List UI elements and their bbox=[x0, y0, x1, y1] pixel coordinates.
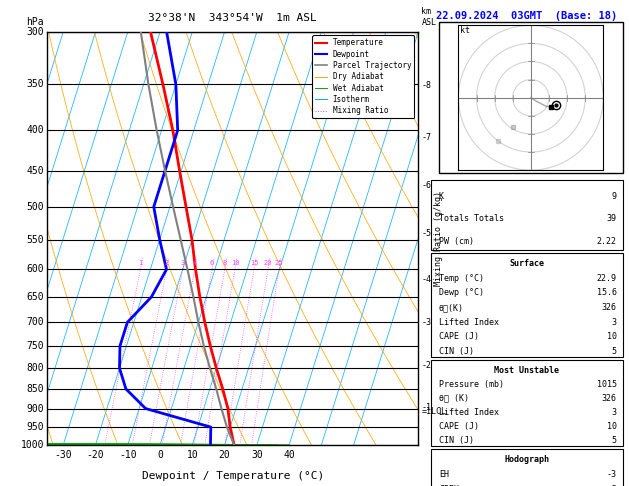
Text: Pressure (mb): Pressure (mb) bbox=[439, 380, 504, 389]
Text: 800: 800 bbox=[26, 363, 44, 373]
Text: km
ASL: km ASL bbox=[421, 7, 437, 27]
Text: -30: -30 bbox=[55, 450, 72, 460]
Text: CAPE (J): CAPE (J) bbox=[439, 332, 479, 341]
Text: 500: 500 bbox=[26, 202, 44, 212]
Text: EH: EH bbox=[439, 470, 449, 479]
Text: 0: 0 bbox=[157, 450, 163, 460]
Bar bbox=[431, 253, 623, 357]
Text: hPa: hPa bbox=[26, 17, 44, 27]
Text: 20: 20 bbox=[264, 260, 272, 266]
Text: PW (cm): PW (cm) bbox=[439, 237, 474, 246]
Text: Most Unstable: Most Unstable bbox=[494, 365, 559, 375]
Text: 39: 39 bbox=[607, 214, 617, 224]
Text: -10: -10 bbox=[119, 450, 136, 460]
Text: 22.9: 22.9 bbox=[597, 274, 617, 283]
Text: 1000: 1000 bbox=[21, 440, 44, 450]
Text: -8: -8 bbox=[421, 81, 431, 90]
Text: 5: 5 bbox=[612, 347, 617, 356]
Text: Temp (°C): Temp (°C) bbox=[439, 274, 484, 283]
Text: 600: 600 bbox=[26, 264, 44, 275]
Text: 30: 30 bbox=[251, 450, 263, 460]
Text: Dewp (°C): Dewp (°C) bbox=[439, 288, 484, 297]
Text: CAPE (J): CAPE (J) bbox=[439, 421, 479, 431]
Text: kt: kt bbox=[460, 25, 470, 35]
Text: -4: -4 bbox=[421, 275, 431, 283]
Text: 3: 3 bbox=[612, 408, 617, 417]
Text: CIN (J): CIN (J) bbox=[439, 347, 474, 356]
Text: 32°38'N  343°54'W  1m ASL: 32°38'N 343°54'W 1m ASL bbox=[148, 13, 317, 23]
Text: 900: 900 bbox=[26, 403, 44, 414]
Text: -7: -7 bbox=[421, 133, 431, 141]
Text: 15.6: 15.6 bbox=[597, 288, 617, 297]
Text: =1LCL: =1LCL bbox=[421, 407, 447, 416]
Text: 2.22: 2.22 bbox=[597, 237, 617, 246]
Text: 4: 4 bbox=[192, 260, 197, 266]
Text: -3: -3 bbox=[607, 470, 617, 479]
Text: 400: 400 bbox=[26, 125, 44, 135]
Text: 15: 15 bbox=[250, 260, 259, 266]
Text: 2: 2 bbox=[612, 485, 617, 486]
Text: 22.09.2024  03GMT  (Base: 18): 22.09.2024 03GMT (Base: 18) bbox=[436, 11, 618, 21]
Text: 1015: 1015 bbox=[597, 380, 617, 389]
Text: θᴇ(K): θᴇ(K) bbox=[439, 303, 464, 312]
Text: 2: 2 bbox=[165, 260, 169, 266]
Bar bbox=[431, 180, 623, 250]
Text: -5: -5 bbox=[421, 229, 431, 238]
Text: Totals Totals: Totals Totals bbox=[439, 214, 504, 224]
Text: 25: 25 bbox=[275, 260, 283, 266]
Text: 950: 950 bbox=[26, 422, 44, 432]
Text: 550: 550 bbox=[26, 235, 44, 244]
Text: CIN (J): CIN (J) bbox=[439, 435, 474, 445]
Text: Hodograph: Hodograph bbox=[504, 455, 549, 464]
Text: θᴇ (K): θᴇ (K) bbox=[439, 394, 469, 402]
Text: 5: 5 bbox=[612, 435, 617, 445]
Text: Lifted Index: Lifted Index bbox=[439, 408, 499, 417]
Bar bbox=[431, 449, 623, 486]
Text: 350: 350 bbox=[26, 80, 44, 89]
Text: 750: 750 bbox=[26, 341, 44, 351]
Text: -3: -3 bbox=[421, 318, 431, 327]
Bar bbox=[439, 22, 623, 173]
Text: 326: 326 bbox=[602, 303, 617, 312]
Legend: Temperature, Dewpoint, Parcel Trajectory, Dry Adiabat, Wet Adiabat, Isotherm, Mi: Temperature, Dewpoint, Parcel Trajectory… bbox=[312, 35, 415, 118]
Text: 8: 8 bbox=[223, 260, 227, 266]
Text: 3: 3 bbox=[181, 260, 185, 266]
Text: 10: 10 bbox=[607, 332, 617, 341]
Text: -1: -1 bbox=[421, 403, 431, 412]
Text: 10: 10 bbox=[607, 421, 617, 431]
Text: 300: 300 bbox=[26, 27, 44, 36]
Text: Lifted Index: Lifted Index bbox=[439, 318, 499, 327]
Text: 6: 6 bbox=[210, 260, 214, 266]
Text: -6: -6 bbox=[421, 181, 431, 190]
Text: 40: 40 bbox=[283, 450, 295, 460]
Text: 10: 10 bbox=[231, 260, 239, 266]
Bar bbox=[431, 360, 623, 446]
Text: -20: -20 bbox=[87, 450, 104, 460]
Text: 9: 9 bbox=[612, 192, 617, 201]
Text: 10: 10 bbox=[187, 450, 198, 460]
Text: Surface: Surface bbox=[509, 259, 544, 268]
Text: 20: 20 bbox=[219, 450, 231, 460]
Text: -2: -2 bbox=[421, 362, 431, 370]
Text: Dewpoint / Temperature (°C): Dewpoint / Temperature (°C) bbox=[142, 471, 324, 482]
Text: 326: 326 bbox=[602, 394, 617, 402]
Text: 850: 850 bbox=[26, 384, 44, 394]
Text: Mixing Ratio (g/kg): Mixing Ratio (g/kg) bbox=[434, 191, 443, 286]
Text: 650: 650 bbox=[26, 292, 44, 302]
Text: 1: 1 bbox=[138, 260, 143, 266]
Text: SREH: SREH bbox=[439, 485, 459, 486]
Text: 3: 3 bbox=[612, 318, 617, 327]
Text: 700: 700 bbox=[26, 317, 44, 327]
Text: 450: 450 bbox=[26, 166, 44, 176]
Text: K: K bbox=[439, 192, 444, 201]
